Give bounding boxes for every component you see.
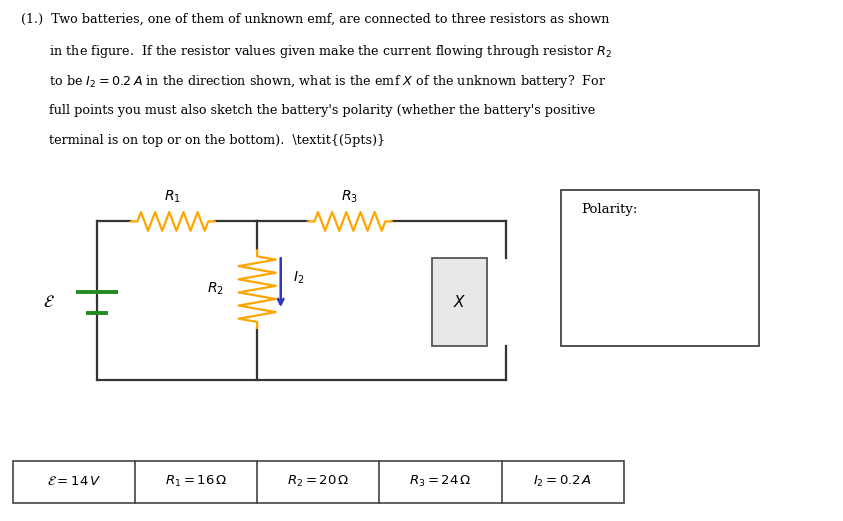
Text: $R_1$: $R_1$	[164, 189, 181, 205]
Text: terminal is on top or on the bottom).  \textit{(5pts)}: terminal is on top or on the bottom). \t…	[21, 134, 385, 147]
Text: to be $I_2 = 0.2\,A$ in the direction shown, what is the emf $X$ of the unknown : to be $I_2 = 0.2\,A$ in the direction sh…	[21, 73, 607, 91]
Text: in the figure.  If the resistor values given make the current flowing through re: in the figure. If the resistor values gi…	[21, 43, 612, 60]
Text: $R_3$: $R_3$	[341, 189, 358, 205]
Text: full points you must also sketch the battery's polarity (whether the battery's p: full points you must also sketch the bat…	[21, 104, 595, 117]
FancyBboxPatch shape	[13, 461, 624, 503]
FancyBboxPatch shape	[561, 190, 759, 346]
Text: $R_1 = 16\,\Omega$: $R_1 = 16\,\Omega$	[165, 475, 227, 489]
Text: Polarity:: Polarity:	[582, 203, 638, 216]
Text: $R_2$: $R_2$	[207, 281, 223, 297]
Text: $\mathcal{E} = 14\,V$: $\mathcal{E} = 14\,V$	[46, 476, 101, 488]
Text: $R_3 = 24\,\Omega$: $R_3 = 24\,\Omega$	[410, 475, 471, 489]
Text: $X$: $X$	[453, 294, 466, 310]
Text: (1.)  Two batteries, one of them of unknown emf, are connected to three resistor: (1.) Two batteries, one of them of unkno…	[21, 13, 609, 26]
Text: $R_2 = 20\,\Omega$: $R_2 = 20\,\Omega$	[287, 475, 349, 489]
Text: $I_2$: $I_2$	[293, 269, 304, 286]
FancyBboxPatch shape	[432, 258, 487, 346]
Text: $\mathcal{E}$: $\mathcal{E}$	[43, 294, 55, 311]
Text: $I_2 = 0.2\,A$: $I_2 = 0.2\,A$	[533, 475, 593, 489]
